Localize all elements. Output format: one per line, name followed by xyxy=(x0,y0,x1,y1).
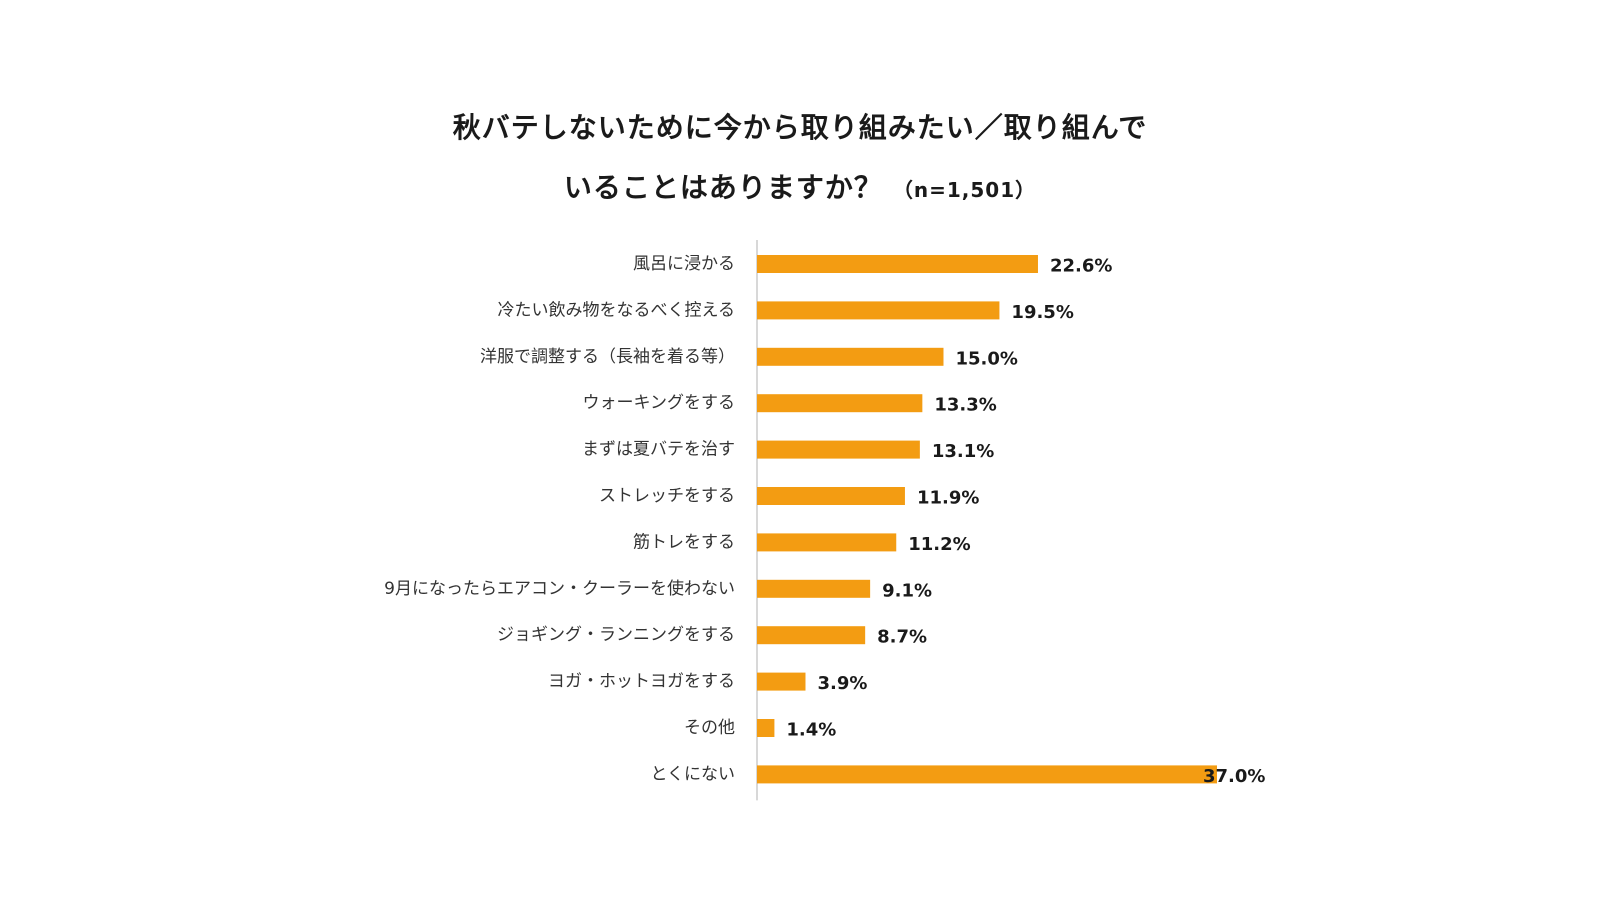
category-label: 風呂に浸かる xyxy=(633,254,735,274)
bar xyxy=(757,626,866,645)
category-label: まずは夏バテを治す xyxy=(582,440,735,460)
category-label: 洋服で調整する（長袖を着る等） xyxy=(480,347,735,367)
bar xyxy=(757,579,871,598)
category-label: ジョギング・ランニングをする xyxy=(497,625,735,645)
value-label: 11.9% xyxy=(917,488,979,509)
category-label: 筋トレをする xyxy=(633,532,735,552)
value-label: 11.2% xyxy=(908,534,970,555)
value-label: 9.1% xyxy=(882,580,932,601)
bar xyxy=(757,765,1217,784)
value-label: 19.5% xyxy=(1011,302,1073,323)
category-label: ヨガ・ホットヨガをする xyxy=(548,672,735,692)
chart-title-text-1: 秋バテしないために今から取り組みたい／取り組んで xyxy=(452,111,1148,144)
category-label: 9月になったらエアコン・クーラーを使わない xyxy=(384,578,735,599)
value-label: 13.3% xyxy=(934,395,996,416)
category-label: ウォーキングをする xyxy=(583,393,736,413)
category-label: とくにない xyxy=(651,764,736,784)
bar xyxy=(757,255,1038,273)
bar xyxy=(757,719,775,737)
bar xyxy=(757,301,1000,320)
category-label: 冷たい飲み物をなるべく控える xyxy=(498,300,736,320)
chart-title-text-2: いることはありますか？ xyxy=(563,171,883,204)
chart-title-line-1: 秋バテしないために今から取り組みたい／取り組んで xyxy=(0,106,1600,146)
bar xyxy=(757,487,905,505)
sample-size-label: （n=1,501） xyxy=(892,178,1037,202)
value-label: 8.7% xyxy=(877,627,927,648)
bar xyxy=(757,440,920,459)
chart-title-line-2: いることはありますか？ （n=1,501） xyxy=(0,166,1600,206)
bar xyxy=(757,394,923,413)
value-label: 37.0% xyxy=(1203,766,1265,787)
bar xyxy=(757,672,806,691)
category-label: ストレッチをする xyxy=(599,486,735,506)
value-label: 13.1% xyxy=(932,441,994,462)
value-label: 22.6% xyxy=(1050,256,1112,277)
bar xyxy=(757,533,897,552)
value-label: 1.4% xyxy=(786,720,836,741)
value-label: 3.9% xyxy=(817,673,867,694)
category-label: その他 xyxy=(684,718,735,738)
value-label: 15.0% xyxy=(955,348,1017,369)
bar xyxy=(757,347,944,366)
